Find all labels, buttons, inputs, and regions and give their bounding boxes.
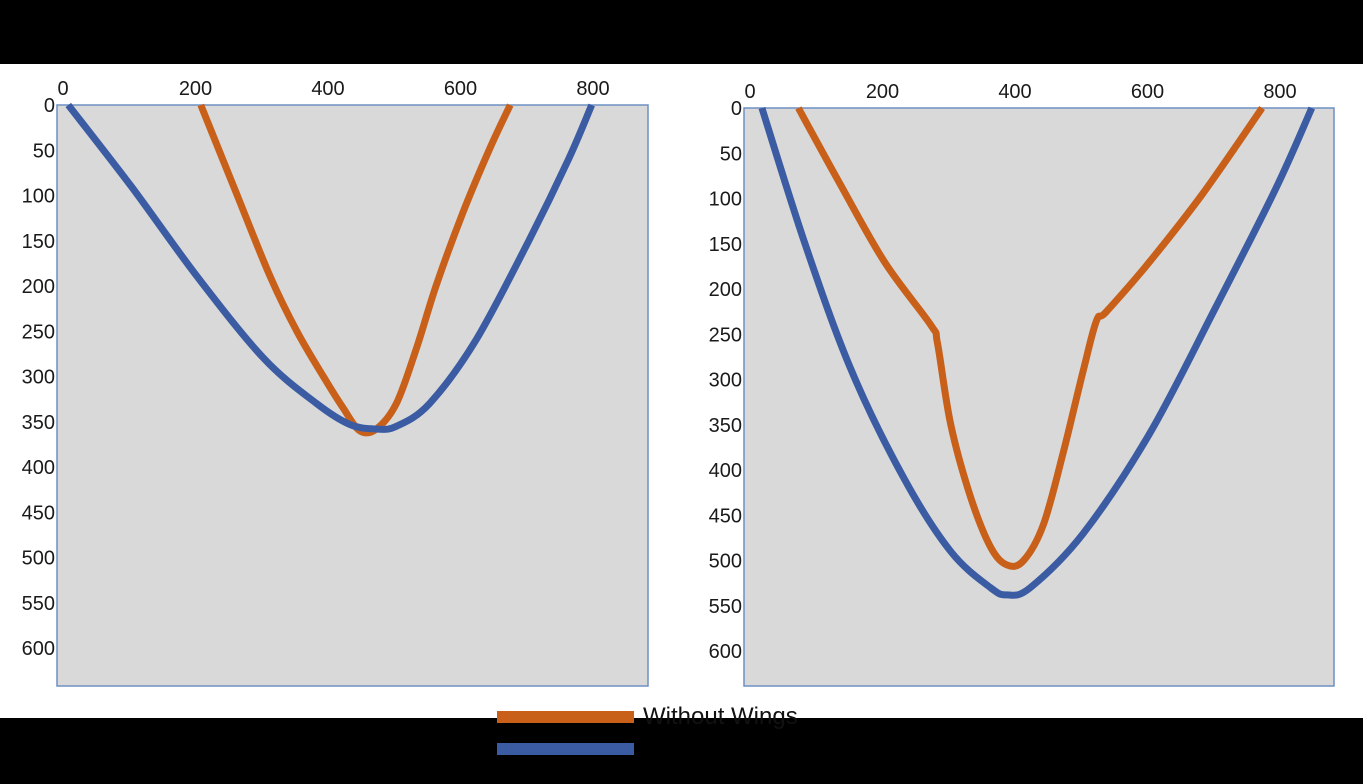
y-tick-label: 0: [44, 95, 55, 117]
y-tick-label: 350: [709, 415, 742, 437]
series-line-without-wings: [795, 106, 1265, 570]
chart-panel-2: 0 200 400 600 800 0 50 100 150 200 250 300 350 400 450…: [709, 81, 1335, 687]
legend-label: Without Wings: [643, 703, 798, 730]
y-tick-label: 0: [731, 98, 742, 120]
y-tick-label: 100: [709, 189, 742, 211]
y-tick-label: 250: [709, 324, 742, 346]
y-tick-label: 450: [709, 505, 742, 527]
y-tick-label: 350: [22, 412, 55, 434]
x-tick-label: 0: [57, 78, 68, 100]
series-line-blue: [65, 102, 595, 433]
series-line-blue: [758, 106, 1315, 599]
x-tick-label: 400: [311, 78, 344, 100]
x-tick-label: 0: [744, 81, 755, 103]
x-tick-label: 200: [179, 78, 212, 100]
y-tick-label: 300: [709, 370, 742, 392]
x-tick-label: 600: [1131, 81, 1164, 103]
series-line-without-wings: [197, 103, 514, 437]
chart-panel-1: 0 200 400 600 800 0 50 100 150 200 250 300 350 400 450…: [22, 78, 649, 687]
y-tick-label: 400: [22, 457, 55, 479]
x-tick-label: 400: [998, 81, 1031, 103]
y-tick-label: 550: [22, 593, 55, 615]
y-tick-label: 400: [709, 460, 742, 482]
y-tick-label: 450: [22, 502, 55, 524]
legend-swatch: [497, 711, 634, 723]
y-tick-label: 550: [709, 596, 742, 618]
y-tick-label: 50: [720, 143, 742, 165]
y-tick-label: 250: [22, 321, 55, 343]
plot-area: [743, 107, 1335, 687]
x-tick-label: 800: [1263, 81, 1296, 103]
y-tick-label: 100: [22, 186, 55, 208]
y-tick-label: 600: [22, 638, 55, 660]
y-tick-label: 500: [709, 551, 742, 573]
y-tick-label: 50: [33, 140, 55, 162]
y-tick-label: 150: [709, 234, 742, 256]
x-tick-label: 600: [444, 78, 477, 100]
legend: Without Wings: [497, 703, 798, 755]
legend-swatch: [497, 743, 634, 755]
y-tick-label: 200: [22, 276, 55, 298]
y-tick-label: 500: [22, 548, 55, 570]
x-tick-label: 800: [576, 78, 609, 100]
y-tick-label: 200: [709, 279, 742, 301]
x-tick-label: 200: [866, 81, 899, 103]
y-tick-label: 300: [22, 367, 55, 389]
y-tick-label: 150: [22, 231, 55, 253]
plot-area: [56, 104, 649, 687]
y-tick-label: 600: [709, 641, 742, 663]
